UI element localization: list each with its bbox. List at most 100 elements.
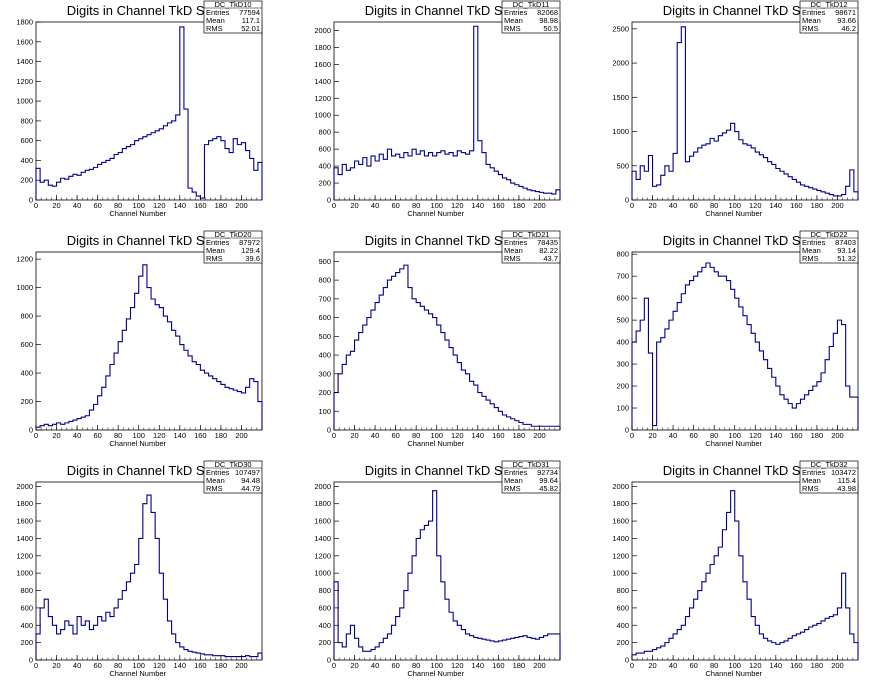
x-tick-label: 0 <box>332 661 336 670</box>
stats-key: Entries <box>206 468 230 477</box>
y-tick-label: 200 <box>20 176 33 185</box>
y-tick-label: 100 <box>616 404 629 413</box>
y-tick-label: 2000 <box>612 59 629 68</box>
y-tick-label: 600 <box>20 136 33 145</box>
stats-key: RMS <box>504 254 521 263</box>
y-tick-label: 1600 <box>612 517 629 526</box>
stats-key: RMS <box>206 254 223 263</box>
stats-key: RMS <box>206 484 223 493</box>
stats-value: 129.4 <box>241 246 260 255</box>
y-tick-label: 200 <box>318 638 331 647</box>
x-tick-label: 120 <box>153 431 166 440</box>
stats-key: RMS <box>206 24 223 33</box>
stats-name: DC_TkD30 <box>214 460 251 469</box>
y-tick-label: 400 <box>616 621 629 630</box>
y-tick-label: 400 <box>318 162 331 171</box>
x-tick-label: 160 <box>790 201 803 210</box>
y-tick-label: 900 <box>318 257 331 266</box>
y-tick-label: 600 <box>318 313 331 322</box>
y-tick-label: 1600 <box>314 60 331 69</box>
y-tick-label: 800 <box>616 586 629 595</box>
histogram-svg: Digits in Channel TkD S3 P1 0 20 40 60 80 100 1… <box>314 460 561 678</box>
y-tick-label: 800 <box>20 116 33 125</box>
x-tick-label: 80 <box>710 661 718 670</box>
y-tick-label: 0 <box>327 426 331 435</box>
y-tick-label: 800 <box>318 586 331 595</box>
stats-key: Entries <box>206 238 230 247</box>
y-tick-label: 2000 <box>314 26 331 35</box>
x-tick-label: 60 <box>689 201 697 210</box>
stats-value: 50.5 <box>543 24 558 33</box>
stats-value: 93.66 <box>837 16 856 25</box>
stats-name: DC_TkD21 <box>512 230 549 239</box>
y-tick-label: 200 <box>20 397 33 406</box>
stats-value: 39.6 <box>245 254 260 263</box>
chart-title: Digits in Channel TkD S1 P1 <box>365 3 530 18</box>
x-tick-label: 160 <box>790 431 803 440</box>
stats-value: 107497 <box>235 468 260 477</box>
x-tick-label: 120 <box>749 661 762 670</box>
stats-key: RMS <box>504 484 521 493</box>
x-tick-label: 200 <box>235 201 248 210</box>
stats-name: DC_TkD11 <box>513 0 550 9</box>
x-tick-label: 80 <box>710 431 718 440</box>
stats-box <box>799 460 859 494</box>
x-tick-label: 20 <box>648 661 656 670</box>
chart-title: Digits in Channel TkD S2 P2 <box>663 233 828 248</box>
stats-key: Entries <box>802 468 826 477</box>
stats-value: 98671 <box>835 8 856 17</box>
x-axis-label: Channel Number <box>705 209 762 218</box>
x-tick-label: 60 <box>689 431 697 440</box>
y-tick-label: 200 <box>318 179 331 188</box>
stats-value: 45.82 <box>539 484 558 493</box>
y-tick-label: 2000 <box>314 482 331 491</box>
y-tick-label: 600 <box>616 294 629 303</box>
y-tick-label: 1600 <box>314 517 331 526</box>
stats-value: 115.4 <box>838 476 856 485</box>
x-tick-label: 40 <box>73 201 81 210</box>
x-tick-label: 180 <box>811 661 824 670</box>
y-tick-label: 500 <box>318 332 331 341</box>
x-tick-label: 100 <box>728 201 741 210</box>
stats-value: 98.98 <box>539 16 558 25</box>
y-tick-label: 2500 <box>612 24 629 33</box>
y-tick-label: 800 <box>20 312 33 321</box>
y-tick-label: 1400 <box>314 534 331 543</box>
y-tick-label: 700 <box>616 272 629 281</box>
histogram-panel: Digits in Channel TkD S3 P1 0 20 40 60 80 100 1… <box>298 460 596 690</box>
x-tick-label: 180 <box>215 661 228 670</box>
x-tick-label: 40 <box>371 201 379 210</box>
stats-value: 87403 <box>835 238 856 247</box>
y-tick-label: 800 <box>318 128 331 137</box>
x-tick-label: 180 <box>811 431 824 440</box>
stats-key: Entries <box>504 468 528 477</box>
plot-frame <box>333 21 561 201</box>
x-tick-label: 160 <box>194 661 207 670</box>
chart-title: Digits in Channel TkD S2 P1 <box>365 233 530 248</box>
plot-frame <box>35 481 263 661</box>
histogram-series <box>333 25 561 200</box>
stats-value: 117.1 <box>242 16 260 25</box>
x-tick-label: 0 <box>34 201 38 210</box>
y-tick-label: 600 <box>318 145 331 154</box>
x-tick-label: 0 <box>630 661 634 670</box>
y-tick-label: 800 <box>616 250 629 259</box>
y-tick-label: 0 <box>29 196 33 205</box>
stats-box <box>501 230 561 264</box>
y-tick-label: 600 <box>20 340 33 349</box>
y-tick-label: 400 <box>616 338 629 347</box>
x-tick-label: 200 <box>235 661 248 670</box>
histogram-svg: Digits in Channel TkD S3 P2 0 20 40 60 80 100 1… <box>612 460 859 678</box>
stats-value: 99.64 <box>539 476 558 485</box>
x-tick-label: 140 <box>174 431 187 440</box>
y-tick-label: 1800 <box>314 499 331 508</box>
chart-title: Digits in Channel TkD S1 P2 <box>663 3 828 18</box>
x-tick-label: 20 <box>52 431 60 440</box>
stats-value: 44.79 <box>241 484 260 493</box>
histogram-series <box>35 494 263 660</box>
x-axis-label: Channel Number <box>407 209 464 218</box>
y-tick-label: 400 <box>318 621 331 630</box>
stats-value: 52.01 <box>241 24 260 33</box>
stats-key: Mean <box>504 476 523 485</box>
stats-box <box>203 0 263 34</box>
